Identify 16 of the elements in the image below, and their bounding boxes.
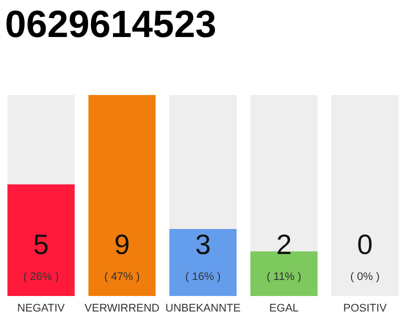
data-label: 0 bbox=[357, 229, 373, 260]
data-label: 3 bbox=[195, 229, 211, 260]
chart-title: 0629614523 bbox=[5, 4, 216, 46]
bar bbox=[88, 95, 156, 296]
x-tick-label: EGAL bbox=[269, 302, 299, 314]
annotation: ( 11% ) bbox=[266, 271, 302, 283]
annotation: ( 47% ) bbox=[104, 271, 140, 283]
data-label: 5 bbox=[33, 229, 49, 260]
annotation: ( 16% ) bbox=[185, 271, 221, 283]
data-label: 9 bbox=[114, 229, 130, 260]
x-tick-label: POSITIV bbox=[343, 302, 388, 314]
x-tick-label: NEGATIV bbox=[17, 302, 66, 314]
annotation: ( 26% ) bbox=[23, 271, 59, 283]
x-tick-label: UNBEKANNTE bbox=[165, 302, 241, 314]
x-tick-label: VERWIRREND bbox=[84, 302, 160, 314]
annotation: ( 0% ) bbox=[350, 271, 380, 283]
